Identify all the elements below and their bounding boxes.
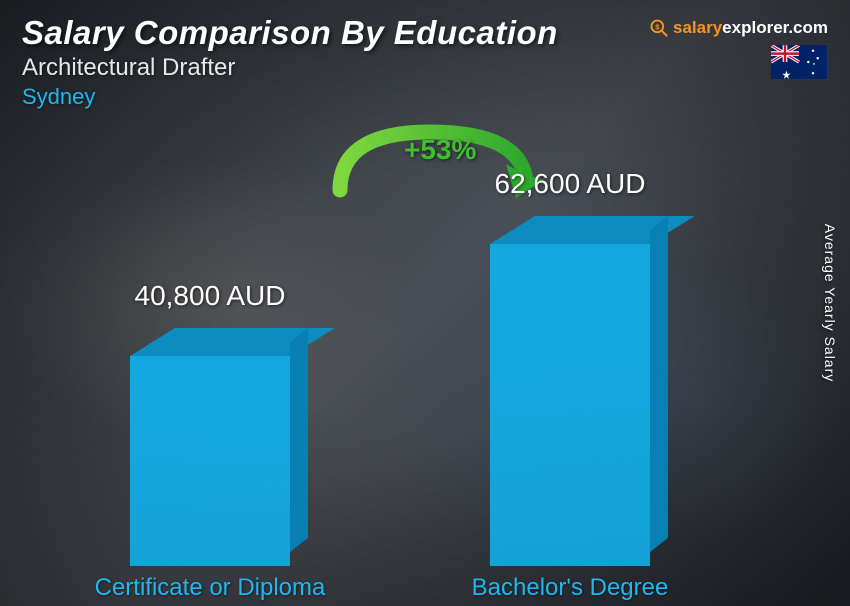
bar-chart: +53% 40,800 AUD Certificate or Diploma 6…	[0, 120, 850, 606]
bar-2-label: Bachelor's Degree	[472, 574, 669, 602]
brand-logo: $ salaryexplorer.com	[649, 18, 828, 38]
delta-label: +53%	[404, 134, 476, 166]
bar-2-shape	[490, 244, 650, 566]
bar-1: 40,800 AUD Certificate or Diploma	[130, 356, 290, 566]
location-label: Sydney	[22, 84, 828, 110]
svg-text:$: $	[655, 22, 660, 31]
brand-suffix: explorer.com	[722, 18, 828, 37]
brand-block: $ salaryexplorer.com	[649, 18, 828, 80]
brand-prefix: salary	[673, 18, 722, 37]
bar-1-front	[130, 356, 290, 566]
brand-text: salaryexplorer.com	[673, 18, 828, 38]
flag-icon	[770, 44, 828, 80]
bar-2-value: 62,600 AUD	[495, 168, 646, 200]
magnifier-dollar-icon: $	[649, 18, 669, 38]
bar-1-side	[290, 328, 308, 552]
bar-2-front	[490, 244, 650, 566]
bar-2: 62,600 AUD Bachelor's Degree	[490, 244, 650, 566]
bar-1-value: 40,800 AUD	[135, 280, 286, 312]
bar-2-side	[650, 216, 668, 552]
bar-1-label: Certificate or Diploma	[95, 574, 326, 602]
bar-1-shape	[130, 356, 290, 566]
